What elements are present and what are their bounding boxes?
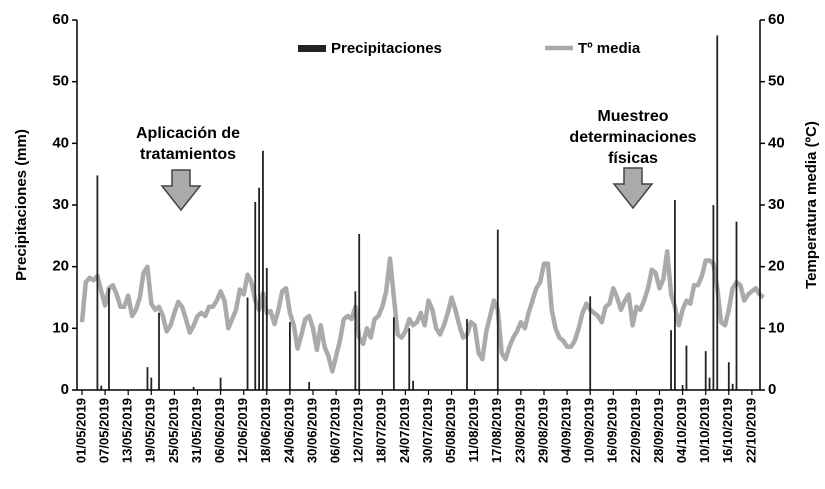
x-tick-label: 12/06/2019 (235, 398, 250, 463)
x-tick-label: 25/05/2019 (166, 398, 181, 463)
bar (158, 312, 160, 390)
y-tick-label: 10 (52, 319, 69, 336)
bar (308, 381, 311, 390)
y2-tick-label: 30 (768, 196, 785, 213)
annotation: Aplicación de (136, 125, 240, 142)
bar (685, 345, 688, 390)
x-tick-label: 07/05/2019 (97, 398, 112, 463)
legend-label: Precipitaciones (331, 40, 442, 57)
bar (289, 322, 291, 390)
x-tick-label: 16/09/2019 (605, 398, 620, 463)
y-tick-label: 40 (52, 134, 69, 151)
bar (392, 317, 395, 390)
bar (246, 297, 249, 390)
bar (496, 229, 499, 390)
bar (727, 362, 730, 390)
bar (100, 385, 103, 390)
y-axis-label: Precipitaciones (mm) (13, 129, 30, 281)
annotation: Muestreo (597, 108, 668, 125)
bar (150, 377, 153, 390)
x-tick-label: 17/08/2019 (489, 398, 504, 463)
x-tick-label: 31/05/2019 (189, 398, 204, 463)
x-tick-label: 18/07/2019 (374, 398, 389, 463)
x-tick-label: 10/09/2019 (582, 398, 597, 463)
x-tick-label: 04/09/2019 (559, 398, 574, 463)
y-tick-label: 20 (52, 258, 69, 275)
bar (674, 200, 676, 390)
y2-axis-label: Temperatura media (ºC) (803, 121, 820, 289)
bar (670, 330, 672, 390)
bar (681, 385, 684, 390)
annotation: determinaciones (569, 129, 696, 146)
x-tick-label: 22/09/2019 (628, 398, 643, 463)
bar (708, 377, 711, 390)
arrow (612, 167, 654, 210)
x-tick-label: 10/10/2019 (697, 398, 712, 463)
bar (354, 291, 357, 390)
bar (716, 35, 719, 391)
y-tick-label: 60 (52, 11, 69, 28)
annotation: físicas (608, 150, 658, 167)
bar (96, 175, 99, 390)
bar (262, 150, 264, 390)
y2-tick-label: 0 (768, 381, 776, 398)
bar (589, 296, 592, 390)
bar (265, 267, 268, 390)
bar (704, 351, 707, 390)
x-tick-label: 30/06/2019 (304, 398, 319, 463)
bar (731, 383, 734, 390)
y2-tick-label: 60 (768, 11, 785, 28)
bar (219, 377, 222, 390)
bar (735, 221, 738, 390)
y2-tick-label: 50 (768, 73, 785, 90)
bar (108, 288, 110, 390)
bar (408, 328, 411, 390)
x-tick-label: 16/10/2019 (720, 398, 735, 463)
x-tick-label: 06/07/2019 (328, 398, 343, 463)
y2-tick-label: 10 (768, 319, 785, 336)
x-tick-label: 13/05/2019 (120, 398, 135, 463)
bar (192, 386, 195, 390)
y2-tick-label: 40 (768, 134, 785, 151)
x-tick-label: 29/08/2019 (535, 398, 550, 463)
arrow (160, 169, 202, 212)
x-tick-label: 01/05/2019 (73, 398, 88, 463)
x-tick-label: 22/10/2019 (743, 398, 758, 463)
y-tick-label: 0 (61, 381, 69, 398)
legend-swatch (298, 45, 326, 52)
bar (258, 187, 260, 390)
y-tick-label: 30 (52, 196, 69, 213)
line (79, 249, 765, 374)
bar (254, 201, 257, 390)
x-tick-label: 24/06/2019 (281, 398, 296, 463)
bar (466, 319, 468, 390)
bar (712, 205, 715, 390)
x-tick-label: 04/10/2019 (674, 398, 689, 463)
bar (412, 380, 414, 390)
x-tick-label: 24/07/2019 (397, 398, 412, 463)
x-tick-label: 23/08/2019 (512, 398, 527, 463)
x-tick-label: 12/07/2019 (351, 398, 366, 463)
x-tick-label: 11/08/2019 (466, 398, 481, 462)
bar (146, 367, 149, 390)
bar (358, 233, 361, 390)
annotation: tratamientos (140, 146, 236, 163)
x-tick-label: 18/06/2019 (258, 398, 273, 463)
y2-tick-label: 20 (768, 258, 785, 275)
x-tick-label: 05/08/2019 (443, 398, 458, 463)
legend-label: Tº media (578, 40, 641, 57)
x-tick-label: 06/06/2019 (212, 398, 227, 463)
x-tick-label: 28/09/2019 (651, 398, 666, 463)
x-tick-label: 19/05/2019 (143, 398, 158, 463)
y-tick-label: 50 (52, 73, 69, 90)
x-tick-label: 30/07/2019 (420, 398, 435, 463)
